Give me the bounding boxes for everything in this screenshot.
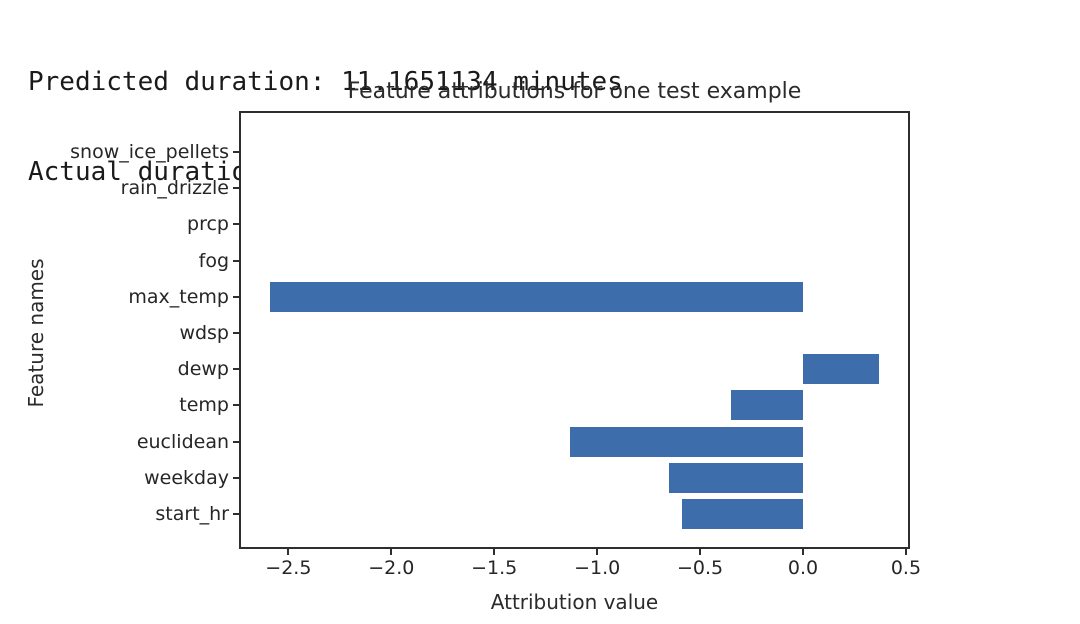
y-tick: [233, 332, 239, 334]
y-tick: [233, 476, 239, 479]
y-tick-label: fog: [198, 249, 229, 272]
x-tick: [493, 549, 496, 555]
x-tick: [390, 549, 393, 555]
y-tick-label: temp: [179, 394, 229, 417]
y-tick: [233, 187, 239, 190]
y-tick: [233, 368, 239, 371]
y-tick: [233, 404, 239, 407]
bar-max_temp: [269, 281, 803, 312]
y-tick-label: weekday: [144, 466, 229, 489]
x-tick: [904, 549, 907, 555]
x-tick-label: −1.5: [471, 557, 518, 579]
y-tick-label: rain_drizzle: [120, 177, 229, 200]
y-axis-label: Feature names: [24, 258, 48, 408]
y-tick: [233, 151, 239, 153]
y-tick: [233, 440, 239, 443]
y-tick-label: max_temp: [128, 285, 229, 308]
x-tick-label: −2.5: [265, 557, 312, 579]
bar-start_hr: [681, 499, 803, 529]
chart-title: Feature attributions for one test exampl…: [347, 79, 802, 104]
y-tick-label: wdsp: [179, 322, 229, 344]
bar-temp: [730, 390, 803, 421]
x-tick: [699, 549, 702, 555]
x-tick-label: −2.0: [368, 557, 415, 579]
predicted-duration-text: Predicted duration: 11.1651134 minutes: [28, 67, 623, 97]
x-tick-label: 0.5: [890, 557, 922, 579]
y-tick: [233, 223, 239, 226]
x-axis-label: Attribution value: [490, 590, 659, 614]
y-tick-label: start_hr: [155, 503, 229, 525]
y-tick: [233, 513, 239, 515]
y-tick-label: snow_ice_pellets: [70, 141, 229, 163]
bar-weekday: [669, 462, 803, 493]
x-tick: [802, 549, 804, 555]
bar-euclidean: [570, 426, 803, 457]
y-tick-label: prcp: [187, 213, 229, 236]
y-tick-label: euclidean: [136, 430, 229, 453]
x-tick: [287, 549, 290, 555]
x-tick-label: −0.5: [676, 557, 724, 579]
x-tick-label: −1.0: [574, 557, 621, 579]
x-tick: [596, 549, 599, 555]
y-tick: [233, 259, 239, 262]
y-tick-label: dewp: [177, 358, 229, 381]
y-tick: [233, 295, 239, 298]
x-tick-label: 0.0: [787, 557, 819, 579]
bar-dewp: [803, 354, 880, 385]
